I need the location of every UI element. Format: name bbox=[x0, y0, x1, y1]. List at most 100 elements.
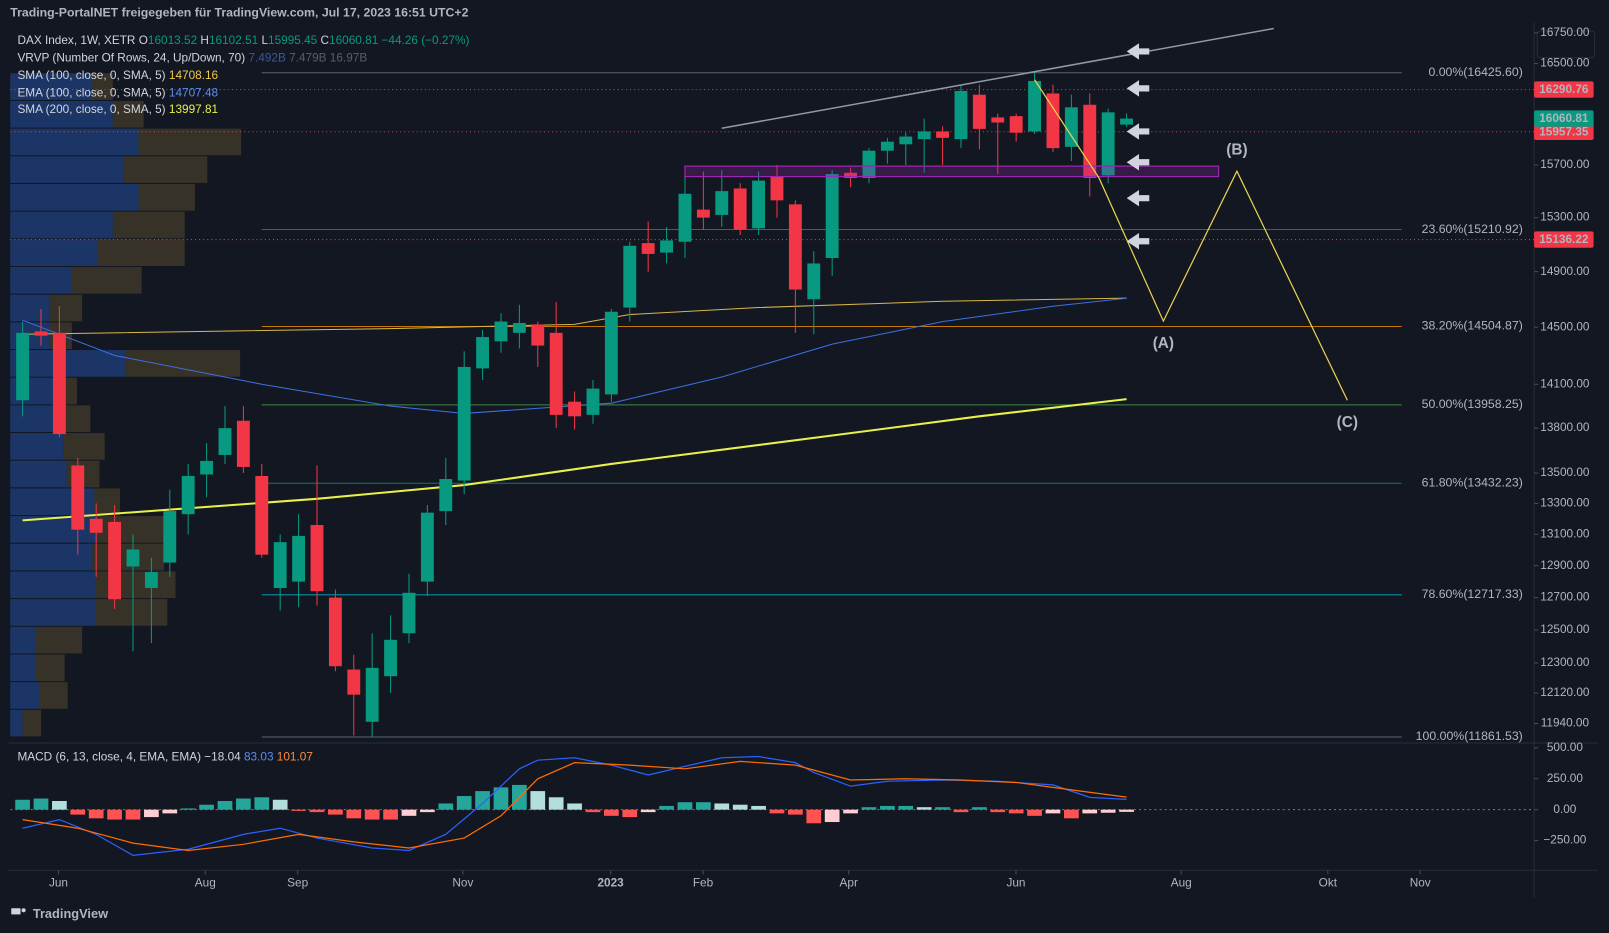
candle-body bbox=[788, 204, 802, 290]
arrow bbox=[1126, 80, 1150, 97]
candle-body bbox=[844, 172, 858, 178]
macd-value: 83.03 bbox=[244, 750, 274, 764]
candle-body bbox=[1120, 118, 1134, 125]
candle-body bbox=[457, 366, 471, 481]
macd-hist-value: −18.04 bbox=[204, 750, 241, 764]
y-tick-label: 16500.00 bbox=[1540, 56, 1590, 70]
histogram-bar bbox=[769, 809, 785, 814]
candle-body bbox=[715, 191, 729, 215]
histogram-bar bbox=[144, 809, 159, 818]
profile-down bbox=[94, 488, 121, 516]
legend-ma: EMA (100, close, 0, SMA, 5) 14707.48 bbox=[17, 86, 218, 100]
histogram-bar bbox=[585, 809, 601, 813]
ma-value: 14708.16 bbox=[169, 68, 219, 82]
candle-body bbox=[236, 420, 250, 467]
profile-down bbox=[97, 516, 165, 543]
histogram-bar bbox=[328, 809, 343, 815]
profile-up bbox=[10, 682, 39, 709]
wave-label: (B) bbox=[1226, 142, 1247, 159]
y-tick-label: 12300.00 bbox=[1540, 655, 1590, 669]
candle-body bbox=[347, 669, 361, 695]
candle-body bbox=[623, 245, 637, 308]
candle-body bbox=[365, 667, 379, 722]
profile-up bbox=[10, 350, 126, 377]
profile-up bbox=[10, 599, 96, 626]
candle-body bbox=[71, 465, 85, 530]
y-tick-label: 13500.00 bbox=[1540, 465, 1590, 479]
fib-label: 100.00%(11861.53) bbox=[1416, 729, 1523, 743]
candle-body bbox=[181, 475, 195, 515]
candle-body bbox=[936, 131, 950, 138]
profile-up bbox=[10, 239, 98, 266]
histogram-bar bbox=[383, 809, 398, 820]
brand-text: TradingView bbox=[33, 906, 108, 921]
y-tick-label: 14900.00 bbox=[1540, 264, 1590, 278]
signal-value: 101.07 bbox=[277, 750, 313, 764]
profile-down bbox=[95, 571, 176, 599]
candle-body bbox=[807, 263, 821, 300]
candle-body bbox=[144, 572, 158, 588]
legend-vrvp: VRVP (Number Of Rows, 24, Up/Down, 70) 7… bbox=[17, 51, 367, 65]
candle-body bbox=[1046, 93, 1060, 149]
brand-icon bbox=[21, 908, 26, 913]
legend-ma: SMA (100, close, 0, SMA, 5) 14708.16 bbox=[17, 68, 218, 82]
candle-body bbox=[384, 639, 398, 677]
y-tick-label: 14500.00 bbox=[1540, 319, 1590, 333]
y-tick-label: 500.00 bbox=[1547, 740, 1584, 754]
candle-body bbox=[476, 337, 490, 369]
y-tick-label: −250.00 bbox=[1543, 833, 1586, 847]
legend-ma: SMA (200, close, 0, SMA, 5) 13997.81 bbox=[17, 102, 218, 116]
histogram-bar bbox=[456, 796, 472, 810]
high-value: 16102.51 bbox=[209, 33, 258, 47]
candle-body bbox=[696, 209, 710, 218]
ma-name: SMA (100, close, 0, SMA, 5) bbox=[17, 68, 165, 82]
x-tick-label: Nov bbox=[1410, 876, 1431, 890]
scale-button[interactable] bbox=[1536, 30, 1596, 59]
histogram-bar bbox=[990, 809, 1006, 813]
profile-up bbox=[10, 626, 36, 654]
histogram-bar bbox=[788, 809, 803, 815]
candle-body bbox=[292, 535, 306, 582]
profile-down bbox=[49, 294, 83, 322]
profile-down bbox=[35, 654, 65, 682]
profile-up bbox=[10, 211, 113, 239]
fib-label: 0.00%(16425.60) bbox=[1428, 65, 1522, 79]
profile-up bbox=[10, 294, 50, 322]
candle-body bbox=[641, 243, 655, 254]
profile-up bbox=[10, 405, 60, 433]
candle-body bbox=[126, 549, 140, 567]
profile-down bbox=[112, 211, 185, 239]
change: −44.26 (−0.27%) bbox=[382, 33, 470, 47]
fib-label: 50.00%(13958.25) bbox=[1422, 397, 1523, 411]
candle-body bbox=[660, 240, 674, 253]
candle-body bbox=[825, 174, 839, 259]
macd-name: MACD (6, 13, close, 4, EMA, EMA) bbox=[17, 750, 201, 764]
histogram-bar bbox=[493, 787, 509, 810]
profile-up bbox=[10, 73, 93, 100]
histogram-bar bbox=[714, 803, 730, 810]
x-tick-label: Feb bbox=[693, 876, 714, 890]
price-tag-label: 16290.76 bbox=[1539, 82, 1589, 96]
histogram-bar bbox=[125, 809, 141, 820]
histogram-bar bbox=[1008, 809, 1024, 814]
histogram-bar bbox=[530, 791, 546, 810]
arrow bbox=[1126, 154, 1150, 171]
candle-body bbox=[770, 176, 784, 201]
price-tag-label: 16060.81 bbox=[1539, 111, 1589, 125]
candle-body bbox=[163, 511, 177, 563]
histogram-bar bbox=[217, 800, 233, 810]
profile-up bbox=[10, 571, 96, 599]
y-tick-label: 13800.00 bbox=[1540, 420, 1590, 434]
candle-body bbox=[108, 521, 122, 600]
trendline bbox=[721, 27, 1274, 130]
candle-body bbox=[972, 94, 986, 129]
vrvp-total: 16.97B bbox=[330, 51, 368, 65]
y-tick-label: 14100.00 bbox=[1540, 376, 1590, 390]
wave-path bbox=[1034, 79, 1348, 401]
candle-body bbox=[255, 475, 269, 555]
x-tick-label: Aug bbox=[195, 876, 216, 890]
candle-body bbox=[880, 141, 894, 151]
histogram-bar bbox=[272, 799, 288, 810]
histogram-bar bbox=[567, 803, 582, 810]
arrow bbox=[1126, 43, 1150, 60]
